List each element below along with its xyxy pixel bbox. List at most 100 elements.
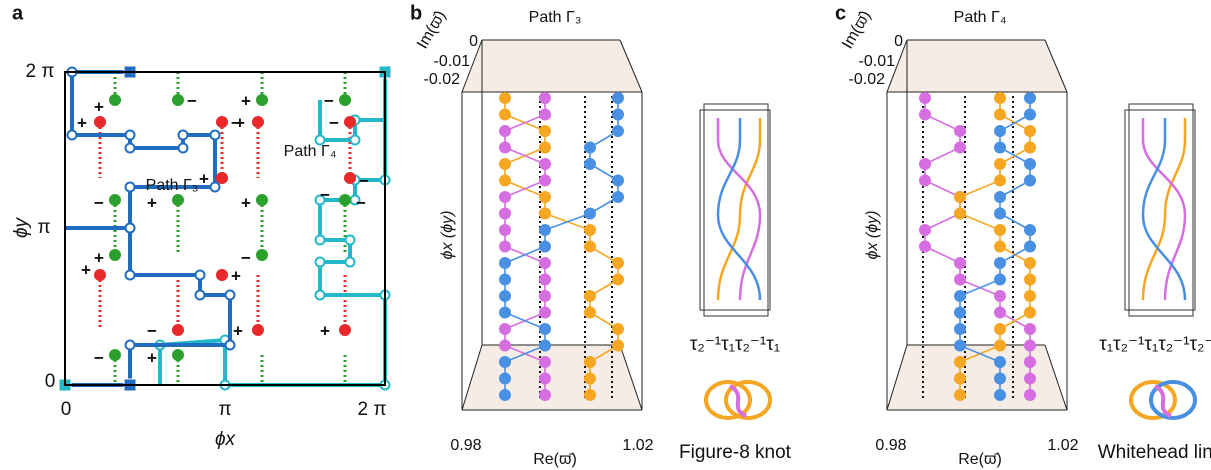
eigenvalue-dot [499,141,511,154]
eigenvalue-dot [994,125,1006,137]
eigenvalue-dot [539,389,551,401]
eigenvalue-dot [994,257,1006,269]
x-axis-label: Re(ϖ̄) [533,451,577,468]
charge-dot [172,324,184,336]
eigenvalue-dot [539,158,551,170]
y-axis-label: ϕx (ϕy) [439,211,456,260]
eigenvalue-dot [499,273,511,286]
eigenvalue-dot [994,141,1006,154]
eigenvalue-dot [994,290,1006,302]
eigenvalue-dot [499,306,511,319]
eigenvalue-dot [994,339,1006,352]
eigenvalue-dot [954,323,966,335]
path-line [65,226,232,387]
z-tick-label: -0.01 [434,53,471,70]
charge-sign: − [320,185,330,204]
eigenvalue-dot [994,240,1006,253]
eigenvalue-dot [584,372,596,385]
eigenvalue-dot [499,191,511,203]
z-tick-label: 0 [894,33,903,50]
braid-word: τ₂⁻¹τ₁τ₂⁻¹τ₁ [690,334,780,355]
eigenvalue-dot [584,356,596,368]
eigenvalue-dot [539,339,551,352]
z-tick-label: 0 [469,33,478,50]
eigenvalue-dot [612,323,624,335]
eigenvalue-dot [1024,372,1036,385]
y-tick-label: π [37,217,50,238]
x-tick-label: π [218,399,231,420]
eigenvalue-dot [499,290,511,302]
charge-dot [172,194,184,206]
charge-sign: + [241,91,251,110]
eigenvalue-dot [499,240,511,253]
eigenvalue-dot [994,191,1006,203]
eigenvalue-dot [994,207,1006,220]
eigenvalue-dot [499,174,511,187]
eigenvalue-dot [1024,224,1036,236]
eigenvalue-dot [954,290,966,302]
y-tick-label: 2 π [26,61,55,82]
box-edge [619,39,643,93]
charge-sign: + [235,113,245,132]
eigenvalue-dot [539,240,551,253]
charge-dot [339,194,351,206]
eigenvalue-dot [499,158,511,170]
eigenvalue-dot [612,125,624,137]
path-node [224,289,236,301]
eigenvalue-dot [919,108,931,121]
top-face [462,40,642,92]
path-label: Path Γ₃ [146,177,199,194]
eigenvalue-dot [612,191,624,203]
eigenvalue-dot [994,108,1006,121]
knot-curve [1153,384,1173,418]
charge-dot [252,324,264,336]
eigenvalue-dot [1024,240,1036,253]
knot-label: Whitehead link [1098,442,1211,463]
path-node [124,339,136,351]
box-edge [619,344,643,411]
charge-sign: + [77,113,87,132]
charge-sign: − [94,348,104,367]
eigenvalue-dot [994,306,1006,319]
charge-sign: + [81,260,91,279]
charge-dot [344,172,356,184]
eigenvalue-dot [584,141,596,154]
x-axis-label: Re(ϖ̄) [958,451,1002,468]
panel-label: c [835,2,846,24]
plot-frame [64,71,386,386]
path-node [66,129,78,141]
eigenvalue-dot [499,372,511,385]
path-node [209,181,221,193]
panel-label: b [410,2,422,24]
charge-dot [109,249,121,261]
eigenvalue-dot [1024,158,1036,170]
eigenvalue-dot [539,273,551,286]
eigenvalue-dot [954,356,966,368]
charge-dot [256,249,268,261]
eigenvalue-dot [1024,356,1036,368]
charge-dot [344,116,356,128]
top-face [887,40,1067,92]
eigenvalue-dot [994,273,1006,286]
charge-dot [172,94,184,106]
charge-sign: − [356,193,366,212]
eigenvalue-dot [499,389,511,401]
eigenvalue-dot [612,273,624,286]
charge-sign: − [94,193,104,212]
eigenvalue-dot [954,306,966,319]
path-node [124,142,136,154]
y-axis-label: ϕy [11,216,32,238]
z-tick-label: -0.02 [424,71,461,88]
eigenvalue-dot [994,323,1006,335]
eigenvalue-dot [539,372,551,385]
eigenvalue-dot [539,290,551,302]
eigenvalue-dot [539,257,551,269]
charge-dot [216,269,228,281]
charge-sign: + [241,193,251,212]
path-node [344,256,356,268]
charge-sign: + [94,97,104,116]
eigenvalue-dot [994,372,1006,385]
path-node [209,129,221,141]
eigenvalue-dot [539,306,551,319]
